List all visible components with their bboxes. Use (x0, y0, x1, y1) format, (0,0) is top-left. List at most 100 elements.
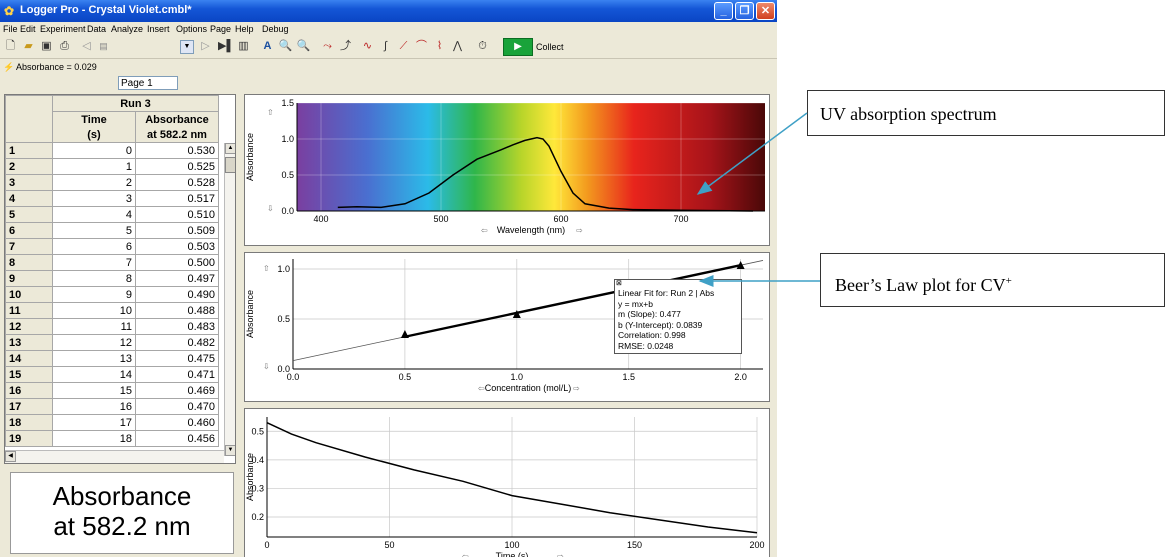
autoscale-icon[interactable]: A (263, 40, 272, 52)
cell-absorbance[interactable]: 0.488 (135, 302, 219, 319)
table-row[interactable]: 7 6 0.503 (5, 238, 219, 255)
cell-time[interactable]: 7 (52, 254, 136, 271)
scroll-up-icon[interactable]: ▲ (225, 143, 235, 154)
close-button[interactable]: ✕ (756, 2, 775, 20)
zoom-in-icon[interactable]: 🔍 (278, 40, 293, 52)
table-row[interactable]: 1 0 0.530 (5, 142, 219, 159)
table-row[interactable]: 12 11 0.483 (5, 318, 219, 335)
table-row[interactable]: 3 2 0.528 (5, 174, 219, 191)
cell-absorbance[interactable]: 0.510 (135, 206, 219, 223)
menu-analyze[interactable]: Analyze (111, 24, 144, 34)
linear-fit-icon[interactable]: ⟋ (399, 40, 408, 52)
cell-absorbance[interactable]: 0.475 (135, 350, 219, 367)
data-browser-icon[interactable]: ▶▌ (218, 40, 235, 52)
cell-absorbance[interactable]: 0.471 (135, 366, 219, 383)
absorbance-time-graph[interactable]: 0 50 100 150 200 0.2 0.3 0.4 0.5 Time (s) Absorban… (245, 409, 769, 557)
save-icon[interactable]: ▣ (41, 40, 52, 52)
col-time-header[interactable]: Time (52, 111, 136, 127)
model-icon[interactable]: ⌇ (436, 40, 443, 52)
table-row[interactable]: 19 18 0.456 (5, 430, 219, 447)
new-file-icon[interactable]: 🗋 (6, 40, 15, 52)
table-icon[interactable]: ▥ (238, 40, 249, 52)
cell-absorbance[interactable]: 0.456 (135, 430, 219, 447)
cell-time[interactable]: 17 (52, 414, 136, 431)
stopwatch-icon[interactable]: ⏱ (478, 40, 487, 52)
cell-absorbance[interactable]: 0.490 (135, 286, 219, 303)
cell-time[interactable]: 3 (52, 190, 136, 207)
table-row[interactable]: 10 9 0.490 (5, 286, 219, 303)
table-row[interactable]: 4 3 0.517 (5, 190, 219, 207)
collect-label[interactable]: Collect (536, 42, 564, 52)
cell-time[interactable]: 18 (52, 430, 136, 447)
collect-play-icon[interactable]: ▶ (503, 38, 533, 56)
cell-absorbance[interactable]: 0.470 (135, 398, 219, 415)
cell-absorbance[interactable]: 0.528 (135, 174, 219, 191)
minimize-button[interactable]: _ (714, 2, 733, 20)
cell-time[interactable]: 5 (52, 222, 136, 239)
menu-experiment[interactable]: Experiment (40, 24, 86, 34)
absorbance-time-graph-panel[interactable]: 0 50 100 150 200 0.2 0.3 0.4 0.5 Time (s) Absorban… (244, 408, 770, 557)
table-row[interactable]: 9 8 0.497 (5, 270, 219, 287)
menu-edit[interactable]: Edit (20, 24, 36, 34)
cell-absorbance[interactable]: 0.509 (135, 222, 219, 239)
table-row[interactable]: 6 5 0.509 (5, 222, 219, 239)
examine-icon[interactable]: ⤳ (323, 40, 332, 52)
scroll-left-icon[interactable]: ◀ (5, 451, 16, 462)
zoom-out-icon[interactable]: 🔍 (296, 40, 311, 52)
fft-icon[interactable]: ⋀ (452, 40, 463, 52)
maximize-button[interactable]: ❐ (735, 2, 754, 20)
cell-time[interactable]: 2 (52, 174, 136, 191)
print-icon[interactable]: ⎙ (60, 40, 69, 52)
table-row[interactable]: 13 12 0.482 (5, 334, 219, 351)
statistics-icon[interactable]: ∿ (362, 40, 373, 52)
cell-time[interactable]: 0 (52, 142, 136, 159)
cell-time[interactable]: 10 (52, 302, 136, 319)
scroll-thumb[interactable] (225, 157, 235, 173)
cell-absorbance[interactable]: 0.460 (135, 414, 219, 431)
cell-absorbance[interactable]: 0.517 (135, 190, 219, 207)
tangent-icon[interactable]: ⤴ (340, 40, 351, 52)
table-row[interactable]: 15 14 0.471 (5, 366, 219, 383)
cell-time[interactable]: 1 (52, 158, 136, 175)
next-page-icon[interactable]: ▷ (201, 40, 210, 52)
integral-icon[interactable]: ∫ (383, 40, 387, 52)
table-row[interactable]: 11 10 0.488 (5, 302, 219, 319)
menu-help[interactable]: Help (235, 24, 254, 34)
table-row[interactable]: 8 7 0.500 (5, 254, 219, 271)
page-dropdown-arrow-icon[interactable]: ▼ (180, 40, 194, 54)
spectrum-graph[interactable]: 400 500 600 700 0.0 0.5 1.0 1.5 Wavelength (nm) A… (245, 95, 769, 245)
cell-time[interactable]: 9 (52, 286, 136, 303)
menu-debug[interactable]: Debug (262, 24, 289, 34)
menu-options[interactable]: Options (176, 24, 208, 34)
cell-time[interactable]: 12 (52, 334, 136, 351)
table-horizontal-scrollbar[interactable]: ◀ (5, 450, 224, 463)
cell-time[interactable]: 13 (52, 350, 136, 367)
page-select[interactable]: Page 1 (118, 76, 178, 90)
menu-page[interactable]: Page (210, 24, 232, 34)
cell-time[interactable]: 16 (52, 398, 136, 415)
curve-fit-icon[interactable]: ⌒ (416, 40, 427, 52)
linear-fit-box[interactable]: ⊠ Linear Fit for: Run 2 | Abs y = mx+b m… (614, 279, 742, 354)
cell-absorbance[interactable]: 0.503 (135, 238, 219, 255)
cell-absorbance[interactable]: 0.530 (135, 142, 219, 159)
spectrum-graph-panel[interactable]: 400 500 600 700 0.0 0.5 1.0 1.5 Wavelength (nm) A… (244, 94, 770, 246)
table-row[interactable]: 16 15 0.469 (5, 382, 219, 399)
cell-time[interactable]: 14 (52, 366, 136, 383)
cell-time[interactable]: 6 (52, 238, 136, 255)
table-row[interactable]: 2 1 0.525 (5, 158, 219, 175)
table-vertical-scrollbar[interactable]: ▲ ▼ (224, 143, 235, 456)
table-row[interactable]: 14 13 0.475 (5, 350, 219, 367)
cell-absorbance[interactable]: 0.497 (135, 270, 219, 287)
prev-page-icon[interactable]: ◁ (82, 40, 91, 52)
menu-file[interactable]: File (3, 24, 18, 34)
cell-absorbance[interactable]: 0.525 (135, 158, 219, 175)
cell-absorbance[interactable]: 0.469 (135, 382, 219, 399)
beers-law-graph-panel[interactable]: 0.0 0.5 1.0 1.5 2.0 0.0 0.5 1.0 Concentration (m… (244, 252, 770, 402)
table-row[interactable]: 5 4 0.510 (5, 206, 219, 223)
menu-data[interactable]: Data (87, 24, 107, 34)
cell-time[interactable]: 8 (52, 270, 136, 287)
table-row[interactable]: 18 17 0.460 (5, 414, 219, 431)
open-folder-icon[interactable]: ▰ (24, 40, 33, 52)
scroll-down-icon[interactable]: ▼ (225, 445, 235, 456)
